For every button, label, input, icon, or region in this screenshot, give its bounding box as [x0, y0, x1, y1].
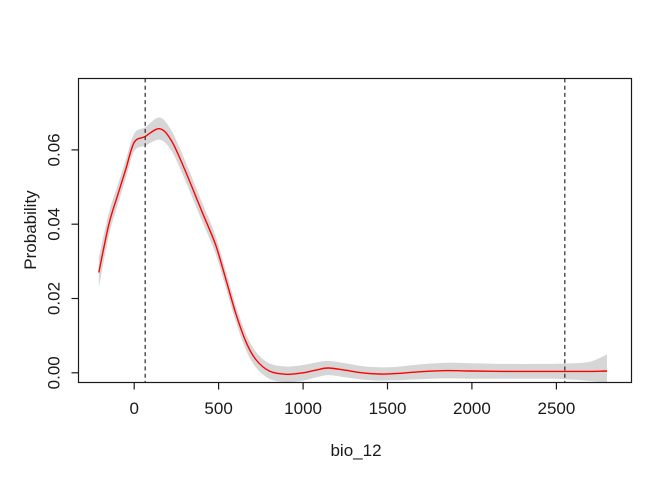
- x-tick-label: 2500: [537, 399, 575, 418]
- x-tick-label: 1000: [284, 399, 322, 418]
- y-tick-label: 0.06: [44, 133, 63, 166]
- y-tick-label: 0.02: [44, 282, 63, 315]
- y-axis-title: Probability: [21, 190, 40, 270]
- x-tick-label: 2000: [453, 399, 491, 418]
- y-tick-label: 0.04: [44, 208, 63, 241]
- x-tick-label: 1500: [369, 399, 407, 418]
- x-tick-label: 0: [129, 399, 138, 418]
- plot-frame: [77, 77, 633, 384]
- response-curve: [98, 127, 608, 376]
- y-tick-label: 0.00: [44, 356, 63, 389]
- confidence-band: [98, 117, 608, 383]
- x-axis-title: bio_12: [330, 441, 382, 460]
- x-tick-label: 500: [204, 399, 232, 418]
